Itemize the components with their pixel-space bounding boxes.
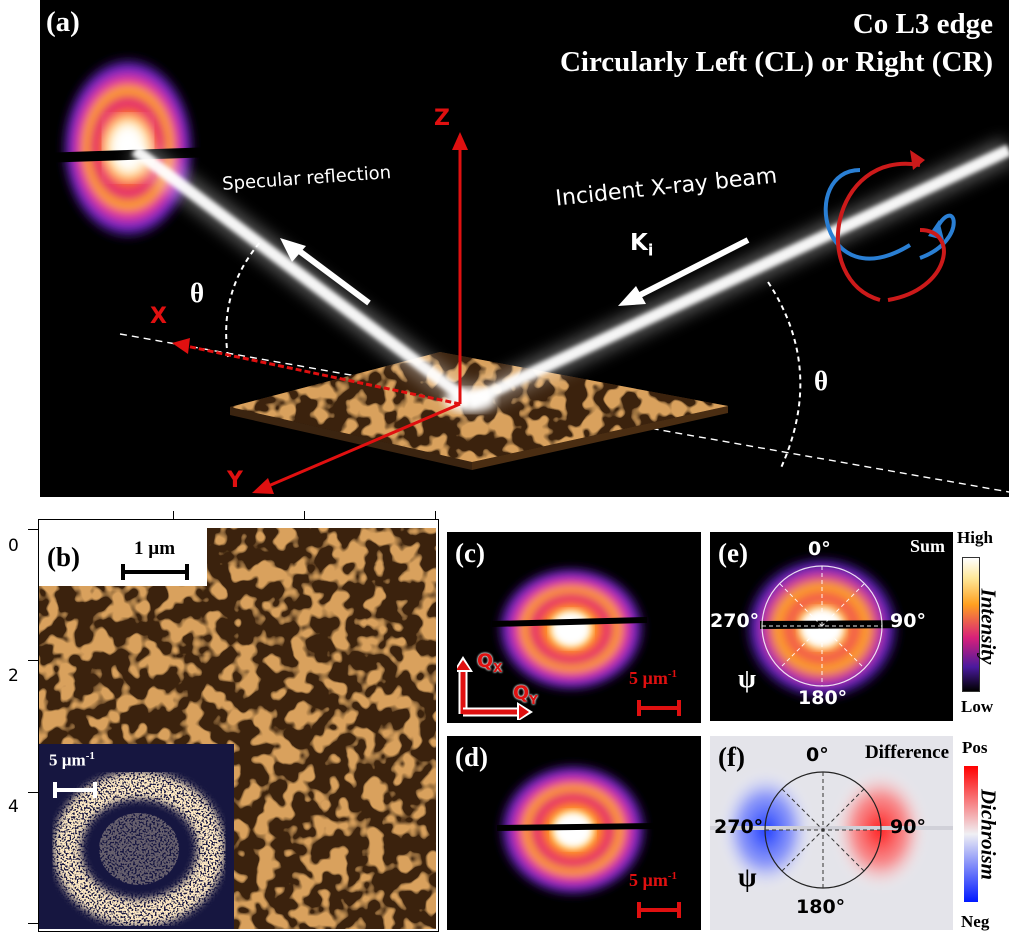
panel-a-title-line1: Co L3 edge [853, 8, 993, 41]
panel-a-title-line2: Circularly Left (CL) or Right (CR) [560, 46, 993, 79]
panel-b-inset: 5 µm-1 [39, 744, 234, 929]
panel-b-top-ticks [38, 511, 437, 519]
panel-f-colorbar-title: Dichroism [976, 785, 1001, 885]
panel-d-scalebar [637, 908, 681, 912]
panel-e: (e) Sum 0° 90° 180° 270° ψ [710, 532, 953, 721]
panel-c-qy-label: QY [513, 682, 538, 707]
panel-b-left-ticks [28, 519, 38, 930]
panel-f-colorbar-bottom: Neg [961, 912, 989, 932]
panel-a-axis-z: Z [434, 106, 450, 131]
panel-b-inset-speckle [39, 744, 234, 929]
panel-d-scalebar-sup: -1 [668, 870, 677, 882]
panel-a-theta-left: θ [190, 278, 204, 309]
panel-e-angle-0: 0° [808, 538, 831, 560]
panel-b-inset-scalebar-sup: -1 [86, 750, 95, 762]
panel-a-label: (a) [46, 6, 80, 39]
panel-c-label: (c) [455, 538, 485, 569]
panel-e-angle-270: 270° [710, 610, 759, 632]
panel-c: (c) QX QY 5 µm-1 [447, 532, 701, 723]
panel-b-inset-scalebar-label: 5 µm-1 [49, 750, 95, 771]
panel-f-colorbar-top: Pos [962, 738, 988, 758]
panel-b-ytick-0: 0 [8, 536, 19, 556]
panel-f-psi: ψ [738, 862, 757, 893]
panel-c-scalebar-sup: -1 [668, 668, 677, 680]
panel-e-colorbar-bottom: Low [961, 697, 993, 717]
panel-f-label: (f) [718, 742, 745, 773]
panel-f-angle-270: 270° [714, 816, 763, 838]
panel-b-label: (b) [47, 542, 80, 573]
panel-c-qy-letter: Q [513, 682, 529, 704]
panel-e-psi: ψ [738, 664, 756, 694]
panel-c-scalebar-label: 5 µm-1 [629, 668, 677, 689]
panel-b-ytick-2: 2 [8, 666, 19, 686]
panel-e-label: (e) [718, 538, 748, 569]
panel-e-angle-180: 180° [798, 687, 847, 709]
panel-e-mode: Sum [910, 536, 945, 557]
panel-a-theta-right: θ [814, 366, 828, 397]
panel-a-theta-arc-right [768, 282, 800, 470]
panel-d-label: (d) [455, 742, 488, 773]
panel-d-scalebar-text: 5 µm [629, 870, 668, 890]
panel-f-angle-180: 180° [796, 896, 845, 918]
panel-a-ki-letter: K [630, 230, 648, 256]
panel-e-colorbar-title: Intensity [976, 577, 1001, 677]
panel-a-axis-x: X [150, 304, 167, 329]
panel-b-scalebar-label: 1 µm [134, 538, 175, 560]
panel-b-inset-scalebar [53, 788, 97, 792]
panel-b: (b) 1 µm 5 µm-1 [39, 528, 436, 929]
panel-c-qx-letter: Q [477, 650, 493, 672]
panel-c-qx-sub: X [493, 661, 502, 675]
panel-a: (a) Co L3 edge Circularly Left (CL) or R… [40, 0, 1009, 497]
panel-f-mode: Difference [865, 742, 949, 764]
panel-a-ki-sub: i [648, 241, 653, 260]
panel-a-ki-label: Ki [630, 230, 653, 260]
panel-d-scalebar-label: 5 µm-1 [629, 870, 677, 891]
panel-a-scattering-pattern [40, 52, 215, 244]
panel-b-scalebar [121, 570, 189, 574]
panel-c-scalebar-text: 5 µm [629, 668, 668, 688]
panel-f-angle-90: 90° [890, 816, 926, 838]
panel-f-angle-0: 0° [806, 744, 829, 766]
panel-d: (d) 5 µm-1 [447, 736, 701, 930]
panel-b-inset-scalebar-text: 5 µm [49, 751, 86, 770]
panel-b-ytick-4: 4 [8, 797, 19, 817]
panel-c-qx-label: QX [477, 650, 502, 675]
panel-c-scalebar [637, 706, 681, 710]
panel-e-angle-90: 90° [890, 610, 926, 632]
panel-f: (f) Difference 0° 90° 180° 270° ψ [710, 736, 953, 930]
panel-e-colorbar-top: High [957, 528, 993, 548]
panel-c-qy-sub: Y [529, 693, 538, 707]
panel-a-axis-y: Y [227, 468, 243, 493]
